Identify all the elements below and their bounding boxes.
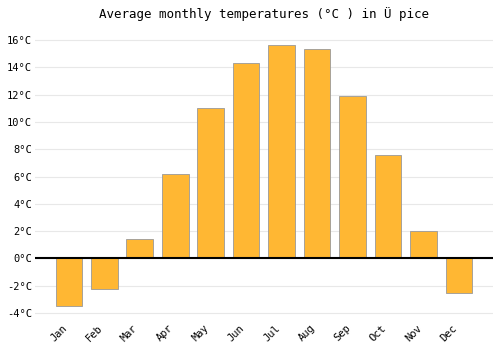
Bar [304, 49, 330, 259]
Bar [56, 259, 82, 306]
Bar [374, 155, 402, 259]
Bar [126, 239, 153, 259]
Bar [233, 63, 260, 259]
Bar [198, 108, 224, 259]
Bar [162, 174, 188, 259]
Bar [339, 96, 366, 259]
Bar [410, 231, 437, 259]
Bar [268, 46, 295, 259]
Title: Average monthly temperatures (°C ) in Ü pice: Average monthly temperatures (°C ) in Ü … [99, 7, 429, 21]
Bar [91, 259, 118, 288]
Bar [446, 259, 472, 293]
